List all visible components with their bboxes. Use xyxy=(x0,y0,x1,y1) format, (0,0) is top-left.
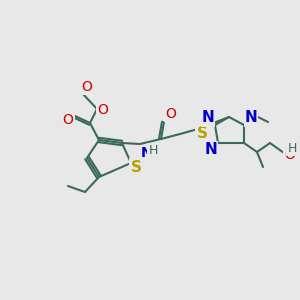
Text: H: H xyxy=(287,142,297,154)
Text: S: S xyxy=(196,125,208,140)
Text: O: O xyxy=(63,113,74,127)
Text: N: N xyxy=(205,142,218,158)
Text: N: N xyxy=(202,110,214,125)
Text: O: O xyxy=(98,103,108,117)
Text: O: O xyxy=(285,148,296,162)
Text: O: O xyxy=(166,107,176,121)
Text: O: O xyxy=(82,80,92,94)
Text: S: S xyxy=(130,160,142,175)
Text: H: H xyxy=(148,145,158,158)
Text: N: N xyxy=(244,110,257,125)
Text: N: N xyxy=(141,146,153,160)
